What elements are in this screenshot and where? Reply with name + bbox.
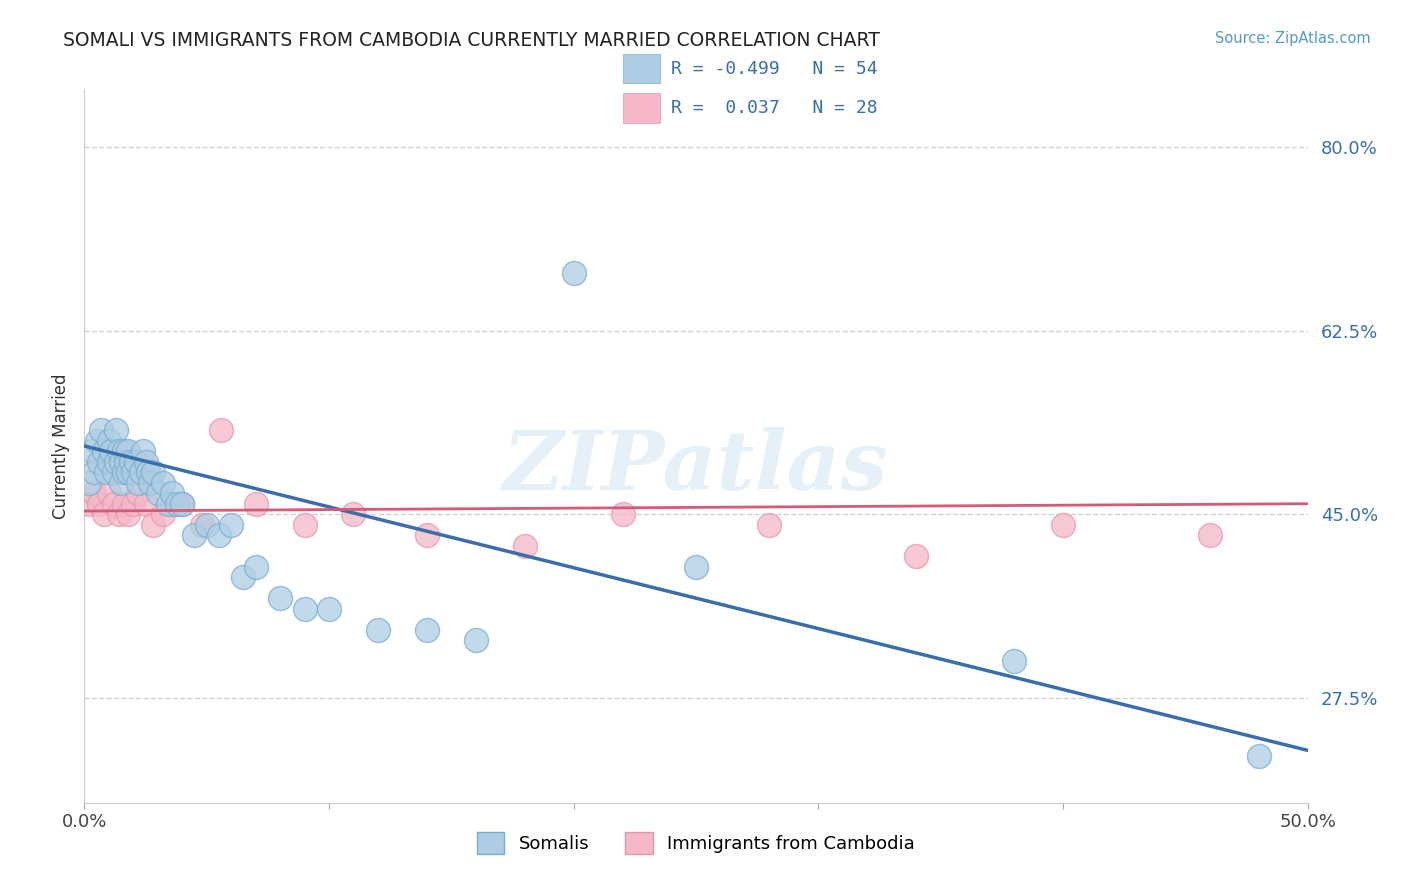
- Point: [127, 475, 149, 490]
- Point: [142, 517, 165, 532]
- Point: [87, 497, 110, 511]
- Point: [80, 444, 103, 458]
- Point: [269, 591, 291, 606]
- Point: [513, 539, 536, 553]
- Point: [232, 570, 254, 584]
- Point: [208, 528, 231, 542]
- Point: [103, 465, 125, 479]
- Point: [93, 507, 115, 521]
- Point: [90, 423, 112, 437]
- Point: [162, 486, 184, 500]
- Point: [97, 486, 120, 500]
- Point: [905, 549, 928, 564]
- Point: [86, 434, 108, 448]
- Point: [183, 528, 205, 542]
- Point: [152, 475, 174, 490]
- Point: [135, 497, 157, 511]
- Point: [112, 497, 135, 511]
- Point: [83, 486, 105, 500]
- Point: [146, 486, 169, 500]
- Point: [166, 497, 188, 511]
- Point: [135, 455, 157, 469]
- Y-axis label: Currently Married: Currently Married: [52, 373, 70, 519]
- Point: [87, 455, 110, 469]
- Point: [125, 455, 148, 469]
- Point: [110, 475, 132, 490]
- Point: [156, 497, 179, 511]
- Point: [245, 497, 267, 511]
- Point: [416, 623, 439, 637]
- Point: [1002, 654, 1025, 668]
- Point: [136, 465, 159, 479]
- Point: [117, 444, 139, 458]
- Point: [112, 444, 135, 458]
- Point: [142, 465, 165, 479]
- Bar: [623, 94, 659, 123]
- Bar: [623, 54, 659, 83]
- Point: [758, 517, 780, 532]
- Point: [1247, 748, 1270, 763]
- Point: [96, 465, 118, 479]
- Point: [464, 633, 486, 648]
- Point: [83, 465, 105, 479]
- Point: [117, 465, 139, 479]
- Point: [685, 559, 707, 574]
- Point: [97, 434, 120, 448]
- Point: [219, 517, 242, 532]
- Text: ZIPatlas: ZIPatlas: [503, 427, 889, 508]
- Text: R = -0.499   N = 54: R = -0.499 N = 54: [671, 60, 877, 78]
- Point: [1198, 528, 1220, 542]
- Point: [120, 455, 142, 469]
- Legend: Somalis, Immigrants from Cambodia: Somalis, Immigrants from Cambodia: [470, 825, 922, 862]
- Point: [107, 507, 129, 521]
- Point: [342, 507, 364, 521]
- Point: [612, 507, 634, 521]
- Point: [1052, 517, 1074, 532]
- Text: Source: ZipAtlas.com: Source: ZipAtlas.com: [1215, 31, 1371, 46]
- Point: [77, 497, 100, 511]
- Point: [172, 497, 194, 511]
- Point: [105, 455, 128, 469]
- Point: [294, 601, 316, 615]
- Point: [132, 444, 155, 458]
- Point: [562, 266, 585, 280]
- Point: [162, 497, 184, 511]
- Point: [191, 517, 214, 532]
- Point: [110, 455, 132, 469]
- Point: [209, 423, 232, 437]
- Point: [105, 423, 128, 437]
- Point: [129, 465, 152, 479]
- Point: [195, 517, 218, 532]
- Point: [318, 601, 340, 615]
- Point: [367, 623, 389, 637]
- Point: [103, 497, 125, 511]
- Point: [93, 444, 115, 458]
- Point: [139, 475, 162, 490]
- Point: [294, 517, 316, 532]
- Point: [115, 455, 138, 469]
- Point: [245, 559, 267, 574]
- Point: [77, 475, 100, 490]
- Point: [172, 497, 194, 511]
- Text: SOMALI VS IMMIGRANTS FROM CAMBODIA CURRENTLY MARRIED CORRELATION CHART: SOMALI VS IMMIGRANTS FROM CAMBODIA CURRE…: [63, 31, 880, 50]
- Point: [117, 507, 139, 521]
- Point: [100, 444, 122, 458]
- Text: R =  0.037   N = 28: R = 0.037 N = 28: [671, 99, 877, 117]
- Point: [97, 455, 120, 469]
- Point: [416, 528, 439, 542]
- Point: [112, 465, 135, 479]
- Point: [152, 507, 174, 521]
- Point: [122, 465, 145, 479]
- Point: [127, 486, 149, 500]
- Point: [122, 497, 145, 511]
- Point: [107, 444, 129, 458]
